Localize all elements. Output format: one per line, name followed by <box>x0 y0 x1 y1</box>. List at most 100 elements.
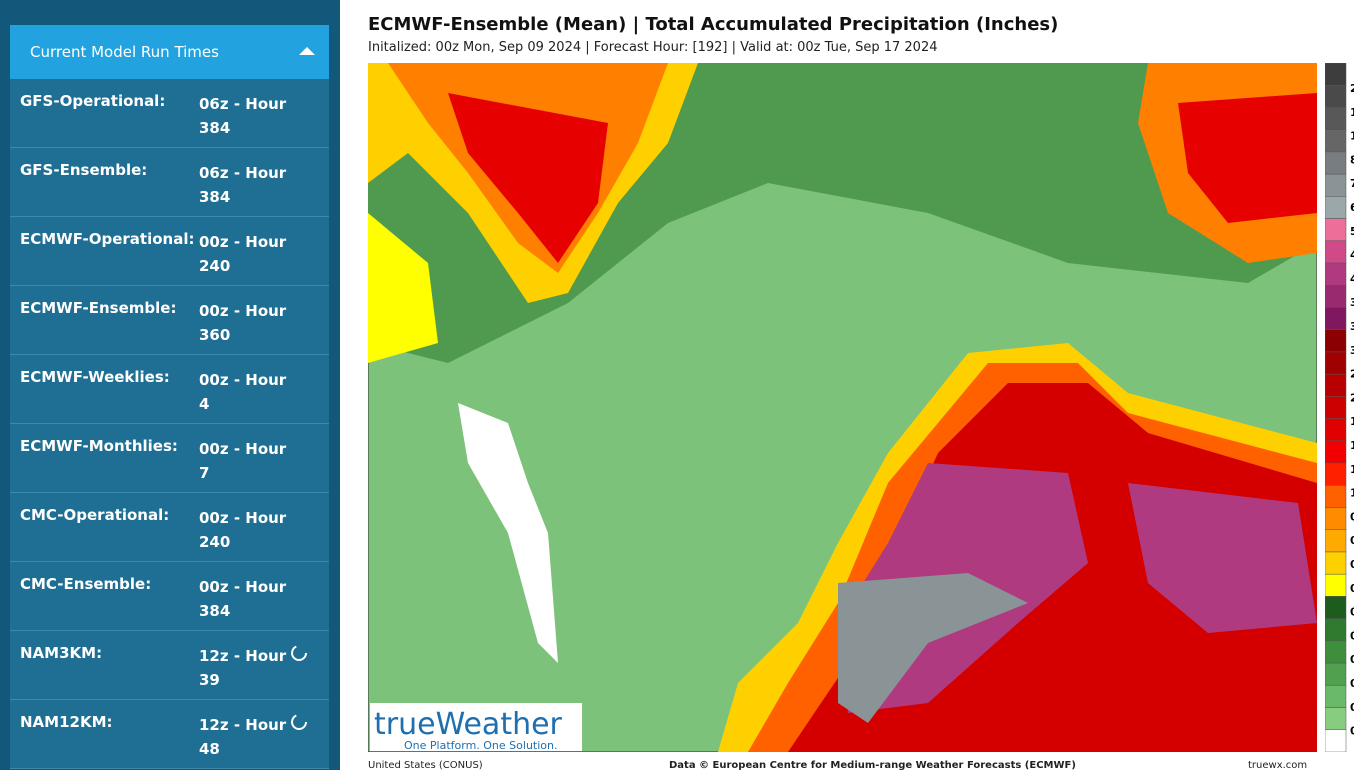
colorbar-label: 3 <box>1350 320 1354 333</box>
model-run: 06z - Hour 384 <box>199 95 287 137</box>
logo-tagline: One Platform. One Solution. <box>404 739 557 752</box>
sidebar-header[interactable]: Current Model Run Times <box>10 25 329 79</box>
colorbar-label: 1 <box>1350 130 1354 143</box>
colorbar-label: 0 <box>1350 629 1354 642</box>
colorbar-swatch <box>1325 440 1347 464</box>
colorbar-swatch <box>1325 529 1347 553</box>
colorbar-swatch <box>1325 285 1347 308</box>
colorbar-swatch <box>1325 640 1347 664</box>
model-name: ECMWF-Weeklies: <box>20 368 170 386</box>
colorbar-swatch <box>1325 329 1347 353</box>
colorbar-swatch <box>1325 396 1347 419</box>
colorbar-swatch <box>1325 662 1347 686</box>
colorbar-swatch <box>1325 418 1347 442</box>
model-row[interactable]: NAM12KM: 12z - Hour 48 <box>10 700 329 769</box>
model-row[interactable]: ECMWF-Monthlies: 00z - Hour 7 <box>10 424 329 493</box>
colorbar-swatch <box>1325 196 1347 219</box>
colorbar-swatch <box>1325 151 1347 175</box>
colorbar-swatch <box>1325 596 1347 619</box>
model-name: CMC-Operational: <box>20 506 170 524</box>
model-run: 00z - Hour 240 <box>199 233 287 275</box>
model-row[interactable]: GFS-Ensemble: 06z - Hour 384 <box>10 148 329 217</box>
model-run: 00z - Hour 384 <box>199 578 287 620</box>
model-row[interactable]: CMC-Operational: 00z - Hour 240 <box>10 493 329 562</box>
colorbar-swatch <box>1325 485 1347 508</box>
map-title: ECMWF-Ensemble (Mean) | Total Accumulate… <box>368 14 1059 35</box>
colorbar-label: 0 <box>1350 582 1354 595</box>
model-name: GFS-Ensemble: <box>20 161 148 179</box>
colorbar-label: 1 <box>1350 439 1354 452</box>
colorbar-label: 0 <box>1350 534 1354 547</box>
logo: trueWeather <box>374 707 563 742</box>
colorbar-swatch <box>1325 373 1347 397</box>
map-subtitle: Initalized: 00z Mon, Sep 09 2024 | Forec… <box>368 40 938 55</box>
model-row[interactable]: CMC-Ensemble: 00z - Hour 384 <box>10 562 329 631</box>
model-row[interactable]: ECMWF-Ensemble: 00z - Hour 360 <box>10 286 329 355</box>
colorbar-label: 0 <box>1350 606 1354 619</box>
colorbar-label: 4 <box>1350 249 1354 262</box>
model-row[interactable]: ECMWF-Operational: 00z - Hour 240 <box>10 217 329 286</box>
colorbar-swatch <box>1325 107 1347 130</box>
colorbar-swatch <box>1325 307 1347 330</box>
model-name: GFS-Operational: <box>20 92 166 110</box>
model-name: NAM3KM: <box>20 644 103 662</box>
colorbar-label: 5 <box>1350 225 1354 238</box>
colorbar-swatch <box>1325 129 1347 153</box>
precip-map: trueWeather One Platform. One Solution. <box>368 63 1317 752</box>
colorbar-swatch <box>1325 551 1347 575</box>
colorbar-swatch <box>1325 84 1347 108</box>
colorbar-swatch <box>1325 707 1347 731</box>
model-name: NAM12KM: <box>20 713 113 731</box>
colorbar-label: 1 <box>1350 487 1354 500</box>
colorbar-label: 0 <box>1350 510 1354 523</box>
model-name: ECMWF-Monthlies: <box>20 437 178 455</box>
colorbar: 2 1 1 8 7 6 5 4 4 3 3 3 2 2 1 1 1 1 0 0 0 0 0 0 0 0 0 0 <box>1325 63 1354 752</box>
model-run: 12z - Hour 39 <box>199 647 287 689</box>
colorbar-swatch <box>1325 462 1347 486</box>
colorbar-label: 8 <box>1350 153 1354 166</box>
model-row[interactable]: ECMWF-Weeklies: 00z - Hour 4 <box>10 355 329 424</box>
colorbar-swatch <box>1325 218 1347 242</box>
header-text: Current Model Run Times <box>30 43 219 61</box>
footer-left: United States (CONUS) <box>368 760 483 771</box>
collapse-icon <box>299 47 315 55</box>
colorbar-label: 0 <box>1350 677 1354 690</box>
loading-spinner <box>291 714 307 730</box>
colorbar-label: 6 <box>1350 201 1354 214</box>
colorbar-swatch <box>1325 351 1347 375</box>
colorbar-swatch <box>1325 685 1347 708</box>
model-run: 00z - Hour 240 <box>199 509 287 551</box>
footer-right: truewx.com <box>1248 760 1308 771</box>
model-run: 00z - Hour 4 <box>199 371 287 413</box>
colorbar-label: 3 <box>1350 296 1354 309</box>
model-run: 12z - Hour 48 <box>199 716 287 758</box>
colorbar-swatch <box>1325 507 1347 530</box>
colorbar-swatch <box>1325 729 1347 752</box>
colorbar-label: 0 <box>1350 701 1354 714</box>
colorbar-label: 4 <box>1350 272 1354 285</box>
model-run: 00z - Hour 360 <box>199 302 287 344</box>
model-run: 06z - Hour 384 <box>199 164 287 206</box>
model-row[interactable]: NAM3KM: 12z - Hour 39 <box>10 631 329 700</box>
colorbar-label: 2 <box>1350 391 1354 404</box>
colorbar-label: 0 <box>1350 725 1354 738</box>
colorbar-label: 2 <box>1350 82 1354 95</box>
colorbar-swatch <box>1325 573 1347 597</box>
colorbar-label: 2 <box>1350 368 1354 381</box>
colorbar-label: 0 <box>1350 653 1354 666</box>
colorbar-label: 1 <box>1350 463 1354 476</box>
colorbar-label: 1 <box>1350 415 1354 428</box>
colorbar-swatch <box>1325 173 1347 197</box>
colorbar-label: 1 <box>1350 106 1354 119</box>
model-name: ECMWF-Operational: <box>20 230 195 248</box>
model-name: ECMWF-Ensemble: <box>20 299 177 317</box>
colorbar-swatch <box>1325 240 1347 264</box>
colorbar-label: 7 <box>1350 177 1354 190</box>
colorbar-label: 0 <box>1350 558 1354 571</box>
colorbar-swatch <box>1325 63 1347 86</box>
model-name: CMC-Ensemble: <box>20 575 152 593</box>
footer-center: Data © European Centre for Medium-range … <box>669 760 1076 771</box>
colorbar-swatch <box>1325 262 1347 286</box>
model-row[interactable]: GFS-Operational: 06z - Hour 384 <box>10 79 329 148</box>
